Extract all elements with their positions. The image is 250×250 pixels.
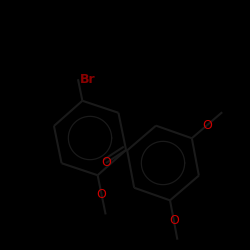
Text: O: O [202,119,212,132]
Text: O: O [169,214,179,226]
Text: O: O [101,156,111,170]
Text: O: O [97,188,106,201]
Text: Br: Br [80,73,96,86]
